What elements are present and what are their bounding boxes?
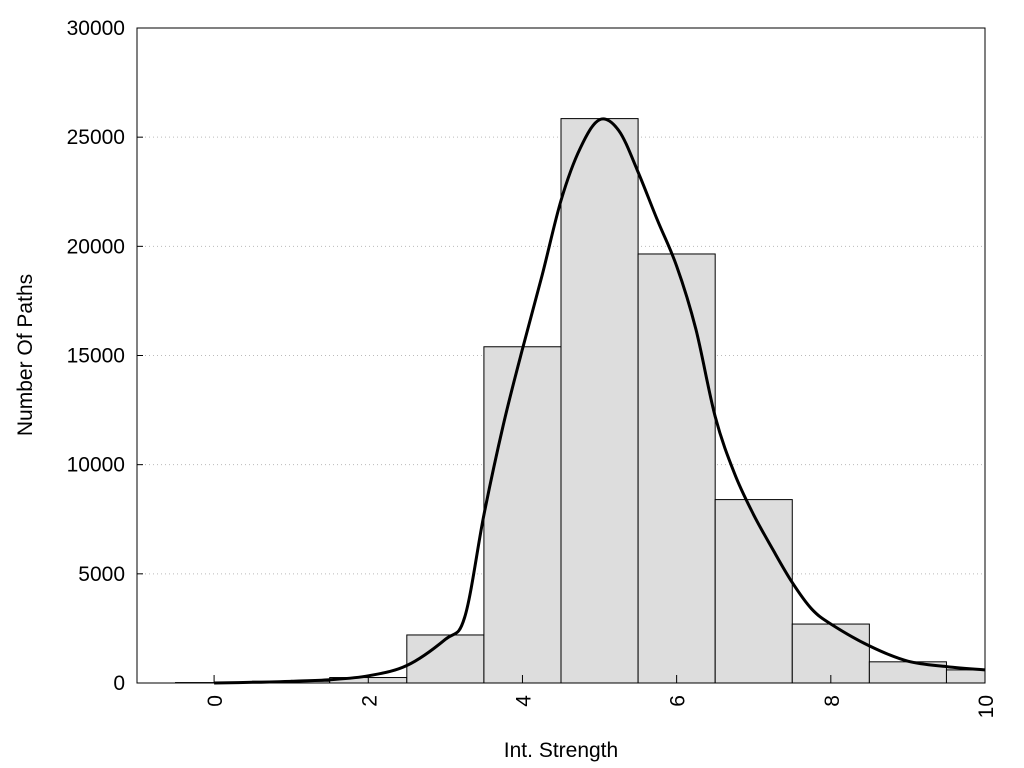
x-tick-label-2: 4 <box>512 695 535 707</box>
y-axis-title: Number Of Paths <box>14 274 37 436</box>
y-tick-label-3: 15000 <box>67 345 125 368</box>
bar-4 <box>483 346 562 684</box>
density-curve <box>214 117 986 685</box>
x-tick-label-5: 10 <box>975 695 998 718</box>
bar-6 <box>637 253 716 684</box>
y-tick-label-1: 5000 <box>78 563 125 586</box>
bar-5 <box>560 118 639 684</box>
y-tick-label-5: 25000 <box>67 126 125 149</box>
y-tick-label-4: 20000 <box>67 235 125 258</box>
x-axis-title: Int. Strength <box>504 739 618 762</box>
x-axis-ticks: 0 2 4 6 8 10 <box>204 675 998 718</box>
y-axis-ticks: 0 5000 10000 15000 20000 25000 30000 <box>67 17 143 695</box>
bar-8 <box>791 623 870 684</box>
x-tick-label-4: 8 <box>821 695 844 707</box>
y-tick-label-6: 30000 <box>67 17 125 40</box>
y-tick-label-0: 0 <box>113 672 125 695</box>
x-tick-label-0: 0 <box>204 695 227 707</box>
bar-10 <box>945 669 986 684</box>
bar-7 <box>714 499 793 684</box>
x-tick-label-1: 2 <box>358 695 381 707</box>
histogram-bars <box>175 118 986 684</box>
x-tick-label-3: 6 <box>667 695 690 707</box>
y-tick-label-2: 10000 <box>67 454 125 477</box>
